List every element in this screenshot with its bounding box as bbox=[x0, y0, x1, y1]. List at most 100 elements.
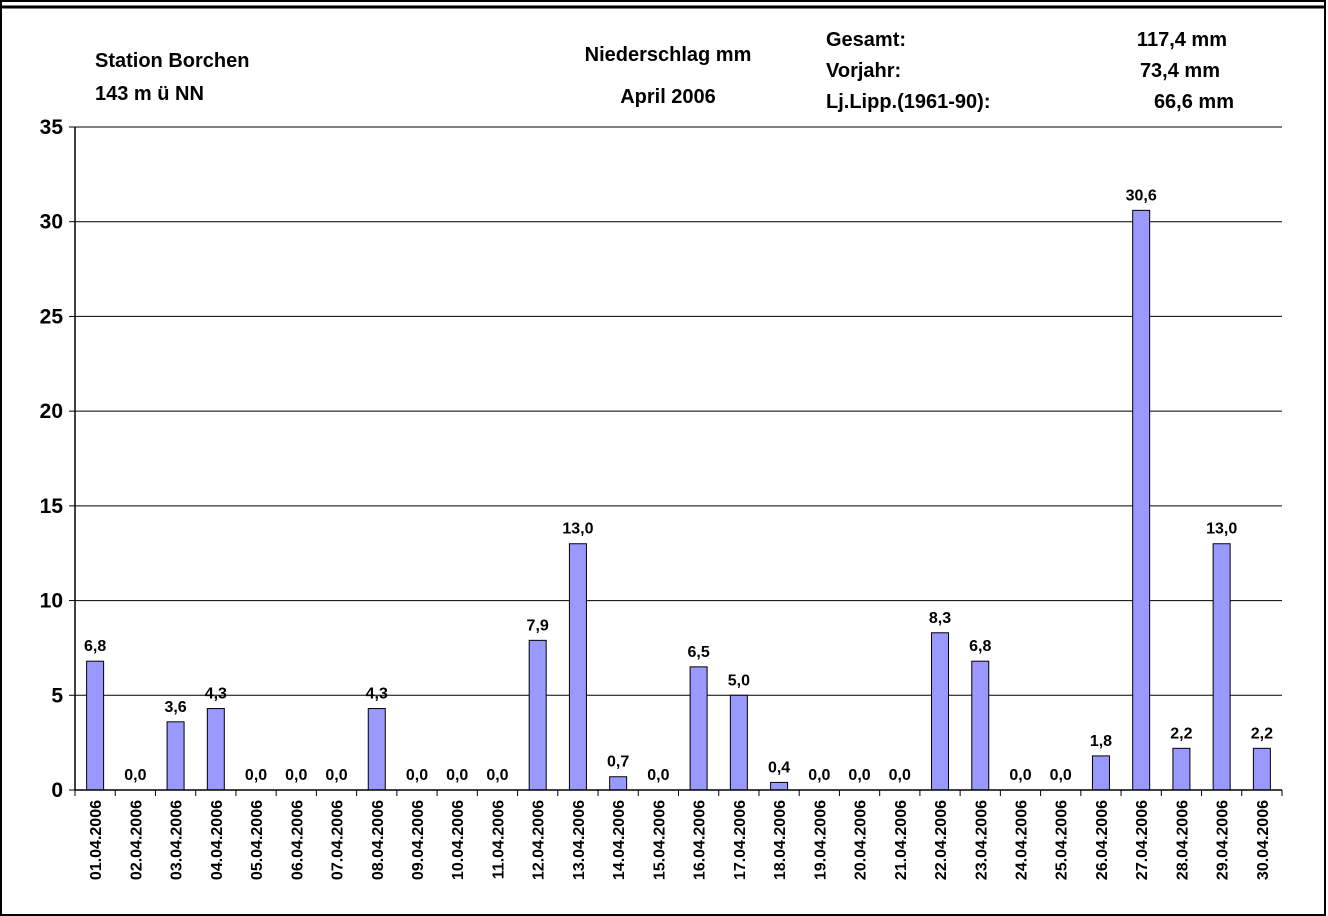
value-label: 2,2 bbox=[1170, 725, 1192, 742]
value-label: 5,0 bbox=[728, 672, 750, 689]
stat-value-longterm: 66,6 mm bbox=[1154, 91, 1234, 113]
value-label: 0,0 bbox=[1050, 767, 1072, 784]
value-label: 2,2 bbox=[1251, 725, 1273, 742]
x-tick-label: 04.04.2006 bbox=[209, 800, 226, 880]
bar bbox=[86, 660, 105, 791]
value-label: 8,3 bbox=[929, 610, 951, 627]
value-label: 0,0 bbox=[325, 767, 347, 784]
x-tick-label: 18.04.2006 bbox=[772, 800, 789, 880]
bar bbox=[770, 781, 789, 791]
bar bbox=[689, 666, 708, 791]
stat-label-total: Gesamt: bbox=[826, 29, 906, 51]
stat-label-longterm: Lj.Lipp.(1961-90): bbox=[826, 91, 990, 113]
x-tick-label: 21.04.2006 bbox=[893, 800, 910, 880]
x-tick-label: 30.04.2006 bbox=[1255, 800, 1272, 880]
value-label: 0,4 bbox=[768, 759, 790, 776]
y-tick-label: 0 bbox=[51, 779, 63, 802]
x-tick-label: 06.04.2006 bbox=[289, 800, 306, 880]
x-tick-label: 09.04.2006 bbox=[410, 800, 427, 880]
value-label: 0,0 bbox=[647, 767, 669, 784]
value-label: 13,0 bbox=[562, 521, 593, 538]
bar bbox=[1132, 209, 1151, 791]
x-tick-label: 29.04.2006 bbox=[1215, 800, 1232, 880]
x-tick-label: 16.04.2006 bbox=[692, 800, 709, 880]
bar bbox=[931, 632, 950, 791]
y-axis-ticks: 0 5 10 15 20 25 30 35 bbox=[40, 116, 75, 802]
x-tick-label: 14.04.2006 bbox=[611, 800, 628, 880]
x-tick-label: 19.04.2006 bbox=[812, 800, 829, 880]
chart-period: April 2006 bbox=[620, 86, 716, 108]
bar bbox=[528, 639, 547, 791]
value-label: 6,5 bbox=[687, 644, 709, 661]
value-label: 7,9 bbox=[527, 617, 549, 634]
value-label: 0,0 bbox=[446, 767, 468, 784]
value-label: 0,0 bbox=[406, 767, 428, 784]
chart-title: Niederschlag mm bbox=[585, 44, 752, 66]
x-tick-label: 12.04.2006 bbox=[531, 800, 548, 880]
x-tick-label: 17.04.2006 bbox=[732, 800, 749, 880]
value-label: 0,0 bbox=[245, 767, 267, 784]
y-tick-label: 20 bbox=[40, 400, 63, 423]
bars bbox=[86, 209, 1271, 791]
value-label: 6,8 bbox=[84, 638, 106, 655]
x-tick-label: 03.04.2006 bbox=[169, 800, 186, 880]
bar bbox=[1212, 543, 1231, 791]
y-tick-label: 15 bbox=[40, 495, 64, 518]
value-label: 6,8 bbox=[969, 638, 991, 655]
value-labels: 6,8 0,0 3,6 4,3 0,0 0,0 0,0 4,3 0,0 0,0 0,0 7,9 13,0… bbox=[84, 187, 1273, 784]
value-label: 0,7 bbox=[607, 754, 629, 771]
value-label: 4,3 bbox=[205, 686, 227, 703]
bar bbox=[609, 776, 628, 791]
value-label: 0,0 bbox=[848, 767, 870, 784]
value-label: 1,8 bbox=[1090, 733, 1112, 750]
stat-value-total: 117,4 mm bbox=[1137, 29, 1227, 51]
x-tick-label: 22.04.2006 bbox=[933, 800, 950, 880]
value-label: 0,0 bbox=[889, 767, 911, 784]
value-label: 0,0 bbox=[808, 767, 830, 784]
bar bbox=[971, 660, 990, 791]
x-tick-label: 13.04.2006 bbox=[571, 800, 588, 880]
x-tick-label: 07.04.2006 bbox=[330, 800, 347, 880]
bar bbox=[206, 708, 225, 791]
y-tick-label: 10 bbox=[40, 590, 63, 613]
bar bbox=[729, 694, 748, 791]
x-tick-label: 28.04.2006 bbox=[1174, 800, 1191, 880]
value-label: 0,0 bbox=[1009, 767, 1031, 784]
x-tick-label: 02.04.2006 bbox=[128, 800, 145, 880]
y-tick-label: 35 bbox=[40, 116, 64, 139]
value-label: 0,0 bbox=[486, 767, 508, 784]
x-tick-label: 01.04.2006 bbox=[88, 800, 105, 880]
value-label: 4,3 bbox=[366, 686, 388, 703]
x-tick-label: 24.04.2006 bbox=[1013, 800, 1030, 880]
x-tick-label: 11.04.2006 bbox=[490, 800, 507, 879]
bar bbox=[367, 708, 386, 791]
x-tick-label: 26.04.2006 bbox=[1094, 800, 1111, 880]
x-axis-ticks: 01.04.2006 02.04.2006 03.04.2006 04.04.2006… bbox=[74, 790, 1283, 880]
bar bbox=[1091, 755, 1110, 791]
x-tick-label: 20.04.2006 bbox=[853, 800, 870, 880]
y-tick-label: 30 bbox=[40, 211, 63, 234]
axes bbox=[74, 127, 1282, 791]
value-label: 0,0 bbox=[124, 767, 146, 784]
x-tick-label: 08.04.2006 bbox=[370, 800, 387, 880]
stat-label-previous-year: Vorjahr: bbox=[826, 60, 901, 82]
gridlines bbox=[75, 126, 1282, 696]
station-altitude: 143 m ü NN bbox=[95, 83, 204, 105]
value-label: 13,0 bbox=[1206, 521, 1237, 538]
x-tick-label: 25.04.2006 bbox=[1054, 800, 1071, 880]
x-tick-label: 05.04.2006 bbox=[249, 800, 266, 880]
y-tick-label: 5 bbox=[51, 684, 63, 707]
value-label: 30,6 bbox=[1126, 187, 1157, 204]
bar bbox=[1252, 747, 1271, 791]
bar bbox=[1172, 747, 1191, 791]
value-label: 3,6 bbox=[164, 699, 186, 716]
x-tick-label: 10.04.2006 bbox=[450, 800, 467, 880]
y-tick-label: 25 bbox=[40, 305, 64, 328]
value-label: 0,0 bbox=[285, 767, 307, 784]
x-tick-label: 23.04.2006 bbox=[973, 800, 990, 880]
stat-value-previous-year: 73,4 mm bbox=[1140, 60, 1220, 82]
bar bbox=[166, 721, 185, 791]
bar bbox=[568, 543, 587, 791]
